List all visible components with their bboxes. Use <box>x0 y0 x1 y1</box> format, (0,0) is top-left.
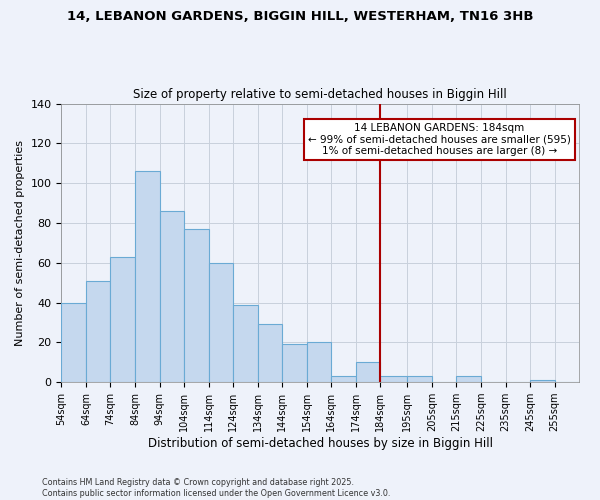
Bar <box>257 324 282 382</box>
Text: 14 LEBANON GARDENS: 184sqm
← 99% of semi-detached houses are smaller (595)
1% of: 14 LEBANON GARDENS: 184sqm ← 99% of semi… <box>308 123 571 156</box>
Bar <box>307 342 331 382</box>
Bar <box>209 263 233 382</box>
Bar <box>282 344 307 382</box>
X-axis label: Distribution of semi-detached houses by size in Biggin Hill: Distribution of semi-detached houses by … <box>148 437 493 450</box>
Bar <box>356 362 380 382</box>
Text: Contains HM Land Registry data © Crown copyright and database right 2025.
Contai: Contains HM Land Registry data © Crown c… <box>42 478 391 498</box>
Title: Size of property relative to semi-detached houses in Biggin Hill: Size of property relative to semi-detach… <box>133 88 507 101</box>
Bar <box>380 376 407 382</box>
Bar <box>457 376 481 382</box>
Bar <box>331 376 356 382</box>
Bar <box>110 257 135 382</box>
Bar <box>233 304 257 382</box>
Text: 14, LEBANON GARDENS, BIGGIN HILL, WESTERHAM, TN16 3HB: 14, LEBANON GARDENS, BIGGIN HILL, WESTER… <box>67 10 533 23</box>
Bar <box>184 229 209 382</box>
Bar <box>86 280 110 382</box>
Y-axis label: Number of semi-detached properties: Number of semi-detached properties <box>15 140 25 346</box>
Bar <box>407 376 432 382</box>
Bar <box>61 302 86 382</box>
Bar <box>160 211 184 382</box>
Bar <box>530 380 554 382</box>
Bar <box>135 171 160 382</box>
